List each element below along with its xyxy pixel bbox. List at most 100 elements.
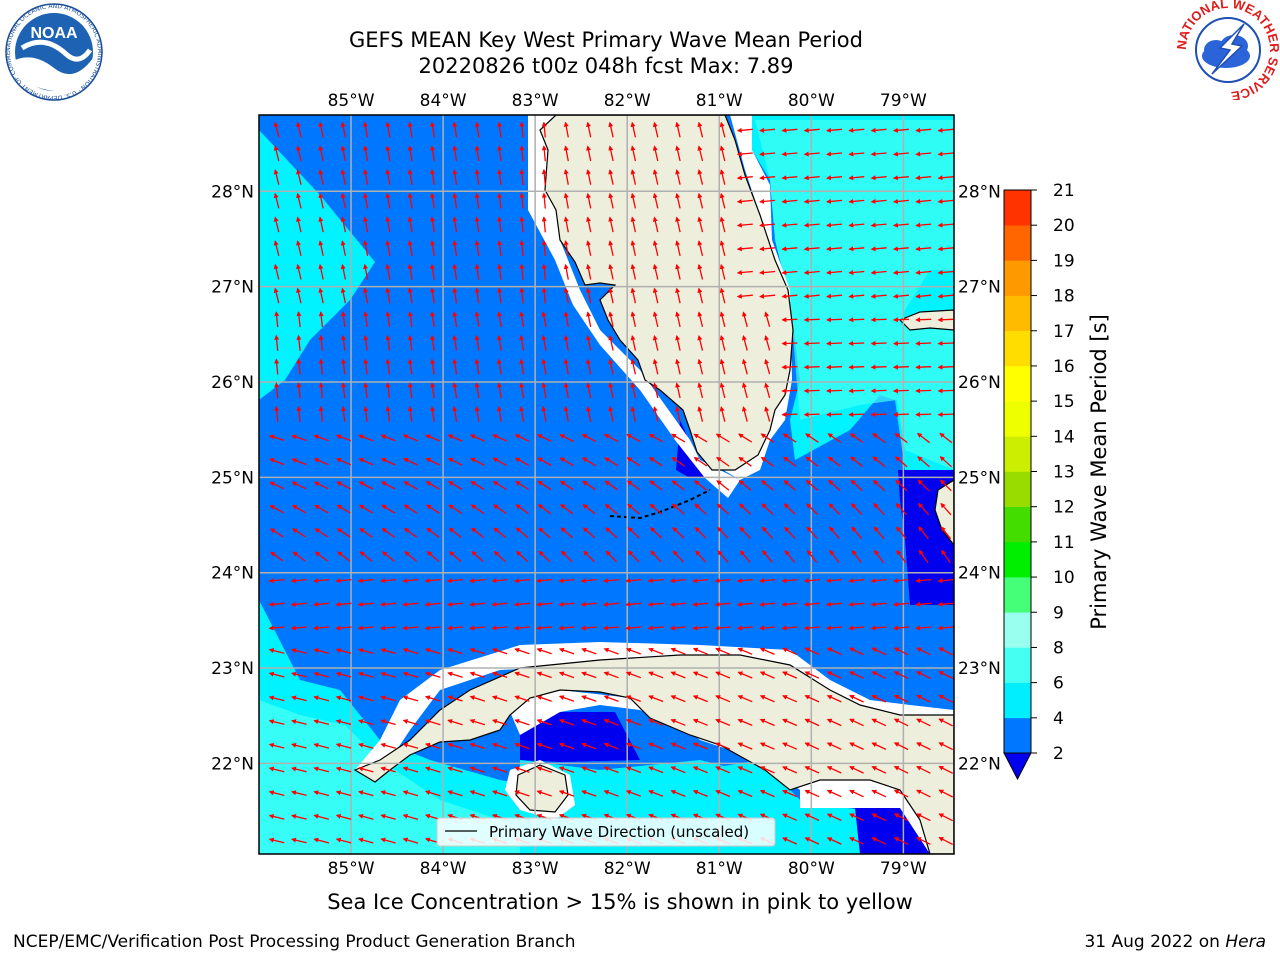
wave-arrow-815 [469, 742, 486, 750]
lon-label-top-3: 82°W [604, 91, 651, 111]
wave-arrow-714 [291, 671, 307, 678]
wave-arrow-648 [892, 601, 909, 607]
wave-arrow-77 [608, 169, 614, 185]
wave-arrow-18 [675, 121, 681, 138]
wave-arrow-787 [536, 719, 552, 726]
wave-arrow-506 [493, 504, 507, 515]
wave-arrow-85 [781, 175, 798, 181]
wave-arrow-636 [625, 601, 642, 607]
wave-arrow-73 [519, 168, 525, 185]
wave-arrow-498 [314, 504, 329, 514]
wave-arrow-613 [803, 578, 820, 584]
chart-subtitle: 20220826 t00z 048h fcst Max: 7.89 [418, 54, 794, 78]
wave-arrow-608 [692, 578, 709, 584]
wave-arrow-752 [447, 695, 463, 702]
wave-arrow-370 [915, 388, 932, 394]
lat-label-left-3: 25°N [211, 468, 254, 488]
wave-arrow-662 [513, 625, 530, 631]
lon-label-bottom-1: 84°W [420, 859, 467, 879]
wave-arrow-886 [670, 789, 686, 798]
wave-arrow-351 [496, 382, 502, 399]
wave-arrow-611 [759, 578, 776, 584]
wave-arrow-641 [736, 601, 753, 607]
wave-arrow-262 [586, 311, 592, 328]
wave-arrow-137 [563, 216, 569, 233]
wave-arrow-478 [559, 480, 574, 491]
wave-arrow-579 [739, 550, 751, 563]
wave-arrow-445 [514, 457, 530, 466]
colorbar-segment-12 [1004, 295, 1031, 332]
wave-arrow-871 [335, 790, 352, 797]
wave-arrow-340 [937, 364, 954, 370]
wave-arrow-620 [268, 601, 285, 607]
wave-arrow-726 [558, 671, 575, 679]
wave-arrow-758 [581, 695, 597, 702]
wave-arrow-285 [407, 334, 413, 351]
wave-arrow-65 [340, 169, 347, 185]
cyan-zone-northwest [259, 130, 375, 400]
wave-arrow-573 [605, 550, 618, 563]
wave-arrow-536 [471, 527, 484, 539]
wave-arrow-345 [363, 382, 369, 399]
wave-arrow-284 [385, 334, 391, 351]
wave-arrow-417 [581, 434, 597, 443]
wave-arrow-629 [469, 601, 486, 607]
wave-arrow-448 [581, 457, 596, 467]
wave-arrow-475 [492, 480, 507, 491]
wave-arrow-675 [803, 625, 820, 631]
wave-arrow-724 [514, 671, 530, 679]
wave-arrow-554 [873, 526, 885, 540]
lat-label-right-2: 26°N [958, 373, 1001, 393]
wave-arrow-174 [697, 240, 704, 256]
wave-arrow-882 [581, 790, 597, 797]
wave-arrow-13 [563, 121, 569, 138]
wave-arrow-353 [541, 382, 547, 399]
wave-arrow-424 [738, 433, 753, 443]
wave-arrow-753 [469, 695, 486, 702]
wave-arrow-166 [519, 240, 525, 257]
wave-arrow-15 [608, 121, 614, 138]
wave-arrow-167 [541, 240, 547, 257]
wave-arrow-800 [826, 718, 842, 727]
wave-arrow-69 [430, 169, 436, 185]
wave-arrow-469 [358, 481, 374, 490]
wave-arrow-271 [781, 317, 798, 323]
wave-arrow-235 [675, 287, 681, 304]
wave-arrow-458 [805, 456, 819, 467]
wave-arrow-259 [519, 311, 525, 328]
wave-arrow-49 [675, 145, 681, 162]
colorbar-segment-2 [1004, 647, 1031, 683]
wave-arrow-765 [737, 695, 753, 703]
wave-arrow-151 [870, 222, 887, 228]
wave-arrow-5 [385, 121, 391, 138]
wave-arrow-512 [627, 503, 641, 515]
wave-arrow-930 [268, 837, 285, 844]
wave-arrow-616 [870, 578, 887, 584]
wave-arrow-870 [313, 790, 330, 797]
wave-arrow-281 [318, 334, 324, 351]
wave-arrow-466 [291, 481, 307, 490]
wave-arrow-631 [513, 601, 530, 607]
wave-arrow-142 [675, 216, 681, 233]
wave-arrow-601 [536, 578, 553, 584]
wave-arrow-722 [469, 671, 486, 679]
wave-arrow-332 [764, 358, 771, 375]
wave-arrow-618 [915, 578, 932, 584]
wave-arrow-244 [870, 293, 887, 299]
wave-arrow-732 [692, 671, 708, 679]
wave-arrow-184 [915, 246, 932, 252]
wave-arrow-809 [335, 742, 352, 749]
wave-arrow-40 [474, 145, 480, 162]
wave-arrow-431 [894, 433, 908, 444]
wave-arrow-437 [336, 458, 352, 466]
wave-arrow-400 [892, 412, 909, 418]
wave-arrow-3 [340, 121, 347, 138]
wave-arrow-751 [424, 695, 441, 702]
wave-arrow-220 [340, 287, 347, 304]
colorbar-segment-15 [1004, 190, 1031, 226]
wave-arrow-864 [871, 766, 887, 774]
wave-arrow-135 [519, 216, 525, 233]
wave-arrow-619 [937, 578, 954, 584]
wave-arrow-233 [630, 287, 637, 304]
wave-arrow-706 [804, 647, 820, 656]
